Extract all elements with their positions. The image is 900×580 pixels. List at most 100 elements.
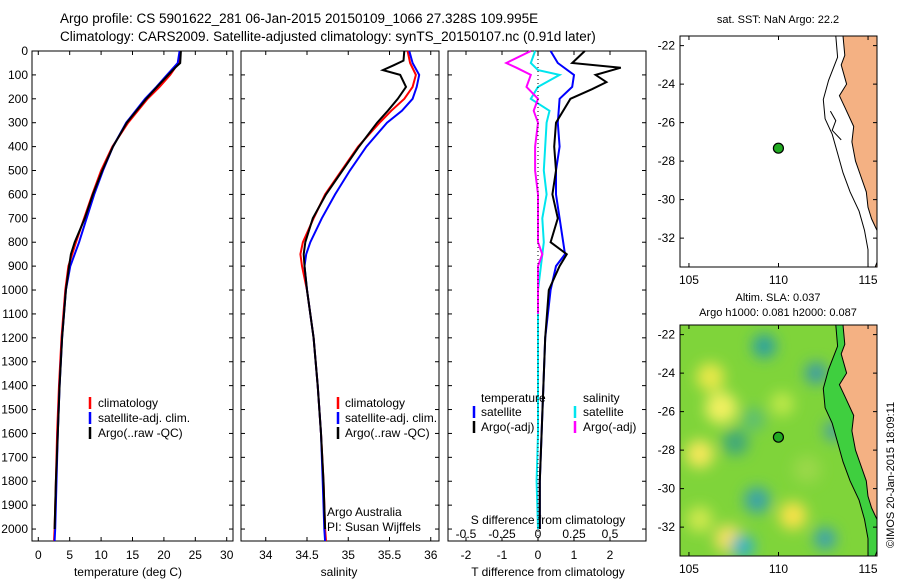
sla-anomaly-blob — [696, 362, 725, 391]
sst-map-title: sat. SST: NaN Argo: 22.2 — [717, 14, 839, 26]
annotation-line-2: PI: Susan Wijffels — [327, 520, 421, 534]
difference-x-label: T difference from climatology — [471, 565, 625, 579]
y-tick-label: 1500 — [1, 403, 28, 417]
salinity-legend: climatology satellite-adj. clim. Argo(..… — [336, 396, 437, 440]
sst-location-map: 105 110 115 -22 -24 -26 -28 -30 -32 — [658, 35, 878, 287]
legend-label-climatology: climatology — [345, 396, 405, 410]
x-tick-label: 105 — [679, 273, 699, 287]
x-tick-label: 115 — [858, 562, 877, 576]
series-line-3 — [529, 50, 563, 530]
x-tick-label: 5 — [66, 548, 73, 562]
y-tick-label: 1800 — [1, 474, 28, 488]
y-tick-label: 1100 — [2, 307, 28, 321]
y-tick-label: -22 — [658, 328, 676, 342]
x-tick-label: 0 — [35, 548, 42, 562]
salinity-x-label: salinity — [321, 565, 358, 579]
x-tick-label: 35 — [342, 548, 356, 562]
y-tick-label: 600 — [8, 187, 28, 201]
sla-anomaly-blob — [730, 534, 755, 556]
argo-location-marker — [772, 431, 785, 443]
plot-frame — [447, 50, 647, 542]
x-tick-label: 15 — [126, 548, 140, 562]
sla-anomaly-blob — [685, 439, 714, 468]
title-line-1: Argo profile: CS 5901622_281 06-Jan-2015… — [60, 11, 538, 26]
y-tick-label: 1300 — [1, 355, 28, 369]
series-line-3 — [302, 50, 408, 530]
x-tick-label: 34.5 — [295, 548, 319, 562]
series-line-1 — [53, 50, 182, 542]
sla-map-title-1: Altim. SLA: 0.037 — [736, 292, 821, 304]
top-x-tick-label: 0.25 — [562, 527, 586, 541]
sla-anomaly-blob — [686, 506, 713, 533]
x-tick-label: 2 — [607, 548, 614, 562]
y-tick-label: 300 — [8, 116, 28, 130]
salinity-profile-chart: 34 34.5 35 35.5 36 — [240, 50, 440, 562]
legend-title-salinity: salinity — [583, 391, 620, 405]
y-tick-label: 1200 — [1, 331, 28, 345]
sla-anomaly-blob — [770, 391, 795, 416]
sla-map-body — [680, 325, 877, 556]
y-tick-label: 400 — [8, 140, 28, 154]
x-tick-label: 20 — [157, 548, 171, 562]
salinity-difference-legend: salinity satellite Argo(-adj) — [573, 391, 636, 434]
temperature-difference-legend: temperature satellite Argo(-adj) — [472, 391, 546, 434]
x-tick-label: 25 — [189, 548, 203, 562]
temperature-legend: climatology satellite-adj. clim. Argo(..… — [88, 396, 190, 440]
sla-field — [685, 334, 845, 556]
sla-anomaly-blob — [805, 362, 828, 385]
y-tick-label: -24 — [658, 77, 676, 91]
x-tick-label: 110 — [769, 273, 788, 287]
sla-anomaly-blob — [722, 429, 749, 456]
land-area — [838, 36, 877, 267]
title-line-2: Climatology: CARS2009. Satellite-adjuste… — [60, 29, 596, 44]
y-tick-label: -24 — [658, 366, 676, 380]
shelf-band — [823, 325, 877, 556]
x-tick-label: 34 — [259, 548, 273, 562]
x-tick-label: 110 — [769, 562, 788, 576]
sla-anomaly-blob — [741, 407, 766, 432]
top-x-tick-label: 0 — [535, 527, 542, 541]
y-tick-label: -30 — [658, 482, 676, 496]
plot-frame — [240, 50, 440, 542]
x-tick-label: 105 — [679, 562, 699, 576]
x-tick-label: 115 — [858, 273, 877, 287]
plot-frame — [31, 50, 234, 542]
land-area — [838, 325, 877, 556]
credit-text: ©IMOS 20-Jan-2015 18:09:11 — [885, 402, 897, 548]
y-tick-label: -30 — [658, 193, 676, 207]
y-tick-label: -26 — [658, 405, 676, 419]
sla-anomaly-blob — [778, 501, 807, 530]
x-tick-label: 1 — [571, 548, 578, 562]
y-tick-label: -32 — [658, 520, 676, 534]
series-line-2 — [53, 50, 181, 542]
y-tick-label: -22 — [658, 39, 676, 53]
legend-label-argo: Argo(..raw -QC) — [98, 426, 183, 440]
isobath-line — [822, 325, 869, 556]
x-tick-label: 10 — [94, 548, 108, 562]
legend-label-satellite: satellite-adj. clim. — [345, 411, 437, 425]
y-tick-label: 1000 — [1, 283, 28, 297]
difference-top-label: S difference from climatology — [471, 513, 626, 527]
legend-label-satellite-s: satellite — [583, 405, 624, 419]
x-tick-label: 36 — [424, 548, 438, 562]
x-tick-label: 0 — [535, 548, 542, 562]
y-tick-label: 1600 — [1, 426, 28, 440]
x-tick-label: -2 — [461, 548, 472, 562]
y-tick-label: -28 — [658, 443, 676, 457]
sla-location-map: 105 110 115 -22 -24 -26 -28 -30 -32 — [658, 324, 878, 576]
y-tick-label: 1700 — [1, 450, 28, 464]
y-tick-label: 800 — [8, 235, 28, 249]
difference-profile-chart: -2 -1 0 1 2 -0.5 -0.25 0 0.25 0.5 — [447, 50, 647, 562]
top-x-tick-label: 0.5 — [602, 527, 619, 541]
legend-label-argo-s: Argo(-adj) — [583, 420, 636, 434]
series-line-3 — [53, 50, 182, 530]
sla-anomaly-blob — [793, 455, 822, 484]
legend-label-satellite-t: satellite — [481, 405, 522, 419]
y-tick-label: 0 — [21, 44, 28, 58]
series-line-1 — [299, 50, 417, 542]
y-tick-label: -28 — [658, 154, 676, 168]
legend-label-satellite: satellite-adj. clim. — [98, 411, 190, 425]
legend-label-climatology: climatology — [98, 396, 158, 410]
x-tick-label: -1 — [497, 548, 508, 562]
